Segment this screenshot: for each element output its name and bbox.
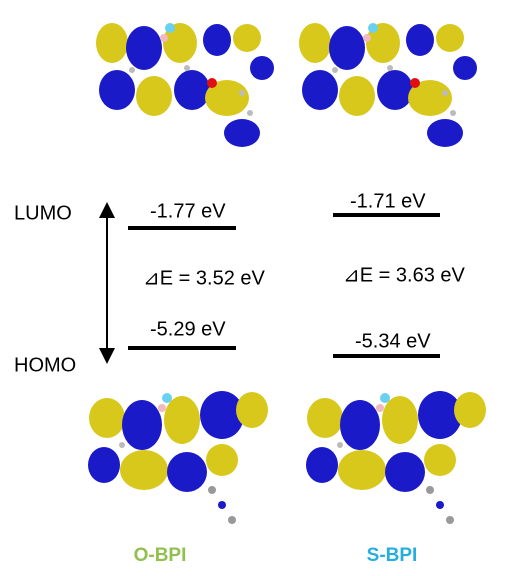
- homo-energy: -5.29 eV: [150, 318, 226, 340]
- homo-orbital-o: [88, 391, 268, 524]
- molecule-name: S-BPI: [367, 545, 418, 566]
- energy-gap: ⊿E = 3.52 eV: [143, 267, 265, 289]
- lumo-label: LUMO: [14, 202, 72, 224]
- diagram: LUMO HOMO -1.77 eV ⊿E = 3.52 eV -5.29 eV…: [0, 0, 510, 576]
- lumo-energy: -1.71 eV: [350, 190, 426, 212]
- homo-label: HOMO: [14, 354, 76, 376]
- page: {"axis_labels": {"lumo": "LUMO", "homo":…: [0, 0, 510, 576]
- homo-energy: -5.34 eV: [355, 330, 431, 352]
- molecule-name: O-BPI: [134, 545, 187, 566]
- homo-orbital-s: [306, 391, 486, 524]
- lumo-energy: -1.77 eV: [150, 200, 226, 222]
- lumo-orbital-o: [96, 23, 274, 147]
- energy-gap: ⊿E = 3.63 eV: [343, 264, 465, 286]
- lumo-orbital-s: [299, 23, 477, 147]
